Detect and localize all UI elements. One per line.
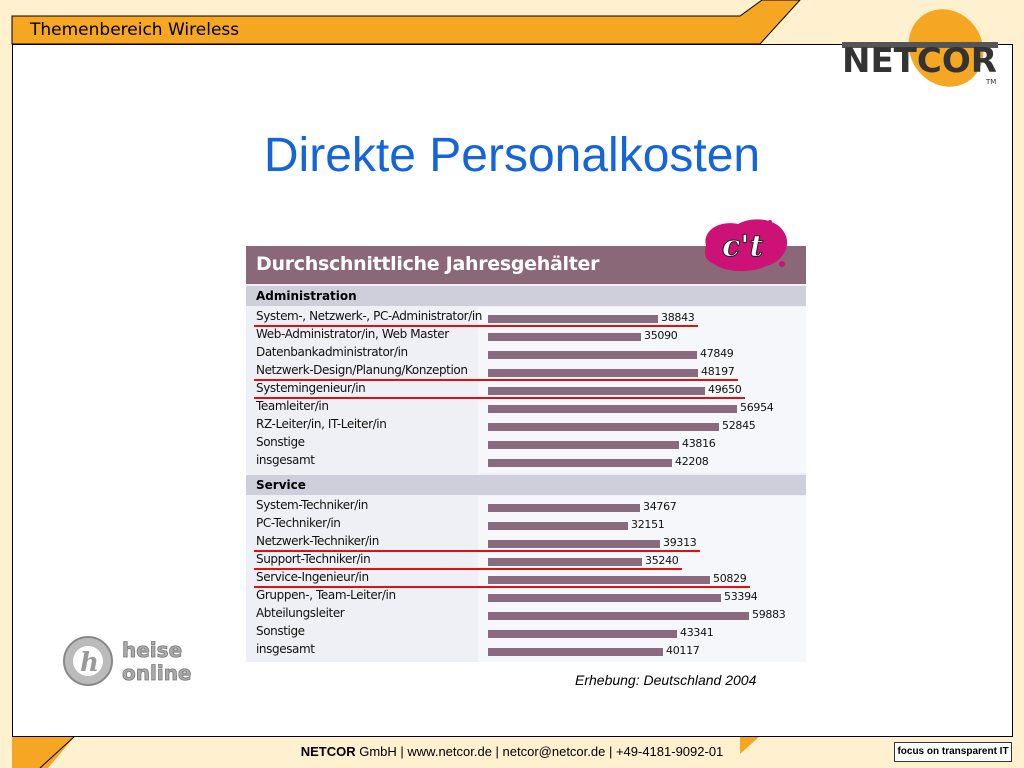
chart-label-column: [246, 307, 478, 473]
bar-value-label: 35240: [645, 554, 679, 567]
bar-label: Service-Ingenieur/in: [256, 570, 369, 584]
chart-section-header: Administration: [246, 286, 806, 306]
bar: [488, 504, 640, 512]
bar-label: System-, Netzwerk-, PC-Administrator/in: [256, 309, 482, 323]
footer-brand: NETCOR: [300, 744, 356, 759]
bar-label: Sonstige: [256, 624, 305, 638]
bar-label: Support-Techniker/in: [256, 552, 371, 566]
slide-title: Direkte Personalkosten: [263, 129, 761, 182]
bar-label: Abteilungsleiter: [256, 606, 345, 620]
bar-value-label: 53394: [724, 590, 758, 603]
bar: [488, 351, 697, 359]
heise-online-logo: h heise online: [63, 636, 192, 686]
bar-label: Sonstige: [256, 435, 305, 449]
ct-logo-text: c't: [722, 229, 763, 264]
bar-label: RZ-Leiter/in, IT-Leiter/in: [256, 417, 387, 431]
ct-logo: c't: [704, 219, 788, 272]
bar: [488, 594, 721, 602]
highlight-underline: [254, 550, 700, 552]
bar: [488, 387, 705, 395]
bar-value-label: 40117: [666, 644, 700, 657]
bar-label: Datenbankadministrator/in: [256, 345, 408, 359]
bar-value-label: 59883: [752, 608, 786, 621]
svg-text:h: h: [80, 648, 99, 678]
bar: [488, 630, 677, 638]
bar: [488, 612, 749, 620]
bar: [488, 423, 719, 431]
bar-value-label: 47849: [700, 347, 734, 360]
chart-section-label: Administration: [256, 289, 357, 303]
trademark-mark: TM: [985, 78, 996, 86]
bar: [488, 405, 737, 413]
bar: [488, 558, 642, 566]
bar-value-label: 35090: [644, 329, 678, 342]
chart-section-header: Service: [246, 475, 806, 495]
heise-text: heise: [122, 638, 182, 662]
bar-value-label: 38843: [661, 311, 695, 324]
bar: [488, 333, 641, 341]
bar-value-label: 32151: [631, 518, 665, 531]
bar-value-label: 42208: [675, 455, 709, 468]
bar-value-label: 49650: [708, 383, 742, 396]
bar: [488, 459, 672, 467]
bar-label: Systemingenieur/in: [256, 381, 366, 395]
bar-value-label: 43341: [680, 626, 714, 639]
highlight-underline: [254, 397, 745, 399]
bar-value-label: 34767: [643, 500, 677, 513]
bar-value-label: 52845: [722, 419, 756, 432]
bar-label: Web-Administrator/in, Web Master: [256, 327, 449, 341]
footer-details: GmbH | www.netcor.de | netcor@netcor.de …: [355, 744, 724, 759]
survey-note: Erhebung: Deutschland 2004: [575, 672, 757, 688]
bar-label: Netzwerk-Design/Planung/Konzeption: [256, 363, 468, 377]
bar: [488, 369, 698, 377]
chart-label-column: [246, 496, 478, 662]
highlight-underline: [254, 568, 682, 570]
bar: [488, 315, 658, 323]
online-text: online: [122, 661, 192, 685]
bar-value-label: 56954: [740, 401, 774, 414]
bar-label: Teamleiter/in: [256, 399, 329, 413]
bar-value-label: 39313: [663, 536, 697, 549]
chart-title: Durchschnittliche Jahresgehälter: [256, 253, 600, 275]
highlight-underline: [254, 325, 698, 327]
footer-contact: NETCOR GmbH | www.netcor.de | netcor@net…: [0, 744, 1024, 759]
bar-label: Netzwerk-Techniker/in: [256, 534, 379, 548]
bar: [488, 648, 663, 656]
bar-label: insgesamt: [256, 642, 315, 656]
bar-label: System-Techniker/in: [256, 498, 369, 512]
bar-label: PC-Techniker/in: [256, 516, 341, 530]
bar: [488, 441, 679, 449]
highlight-underline: [254, 586, 750, 588]
bar-label: insgesamt: [256, 453, 315, 467]
section-title: Themenbereich Wireless: [30, 20, 240, 40]
bar: [488, 540, 660, 548]
bar: [488, 522, 628, 530]
bar-value-label: 50829: [713, 572, 747, 585]
bar-value-label: 48197: [701, 365, 735, 378]
netcor-logo: NETCOR TM: [842, 9, 998, 87]
section-header: Themenbereich Wireless: [12, 16, 772, 44]
bar-value-label: 43816: [682, 437, 716, 450]
highlight-underline: [254, 379, 738, 381]
focus-badge: focus on transparent IT: [894, 742, 1012, 762]
chart-section-label: Service: [256, 478, 306, 492]
bar-label: Gruppen-, Team-Leiter/in: [256, 588, 396, 602]
salary-chart: Durchschnittliche Jahresgehälter Adminis…: [246, 246, 806, 662]
bar: [488, 576, 710, 584]
netcor-logo-text: NETCOR: [842, 41, 997, 81]
